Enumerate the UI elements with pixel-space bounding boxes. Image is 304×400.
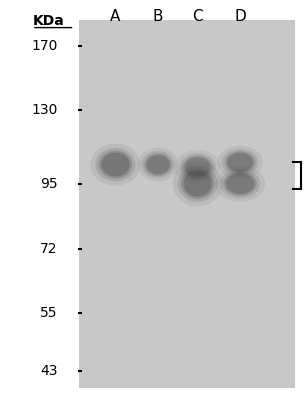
Text: D: D (234, 9, 246, 24)
Text: 43: 43 (40, 364, 58, 378)
Ellipse shape (181, 168, 214, 199)
Ellipse shape (99, 151, 132, 179)
Ellipse shape (137, 148, 179, 182)
Ellipse shape (217, 146, 263, 179)
Text: B: B (153, 9, 163, 24)
Text: C: C (192, 9, 203, 24)
Text: 130: 130 (31, 103, 58, 117)
Ellipse shape (182, 156, 213, 178)
Ellipse shape (147, 155, 170, 174)
Ellipse shape (185, 157, 210, 176)
Text: 55: 55 (40, 306, 58, 320)
Text: 72: 72 (40, 242, 58, 256)
Ellipse shape (142, 151, 174, 178)
Ellipse shape (172, 161, 223, 206)
Text: KDa: KDa (33, 14, 64, 28)
Ellipse shape (179, 153, 216, 180)
Ellipse shape (101, 153, 130, 176)
Ellipse shape (227, 153, 253, 172)
Ellipse shape (226, 173, 254, 194)
Text: 95: 95 (40, 177, 58, 191)
Text: A: A (110, 9, 121, 24)
Ellipse shape (144, 153, 172, 176)
Ellipse shape (215, 166, 265, 202)
Ellipse shape (223, 172, 257, 196)
Ellipse shape (95, 148, 136, 182)
Ellipse shape (225, 151, 255, 174)
Ellipse shape (175, 150, 220, 184)
Ellipse shape (183, 171, 212, 196)
Text: 170: 170 (31, 39, 58, 53)
Ellipse shape (178, 166, 218, 202)
Ellipse shape (220, 169, 260, 198)
FancyBboxPatch shape (79, 20, 295, 388)
Ellipse shape (222, 149, 258, 176)
Ellipse shape (91, 144, 140, 186)
